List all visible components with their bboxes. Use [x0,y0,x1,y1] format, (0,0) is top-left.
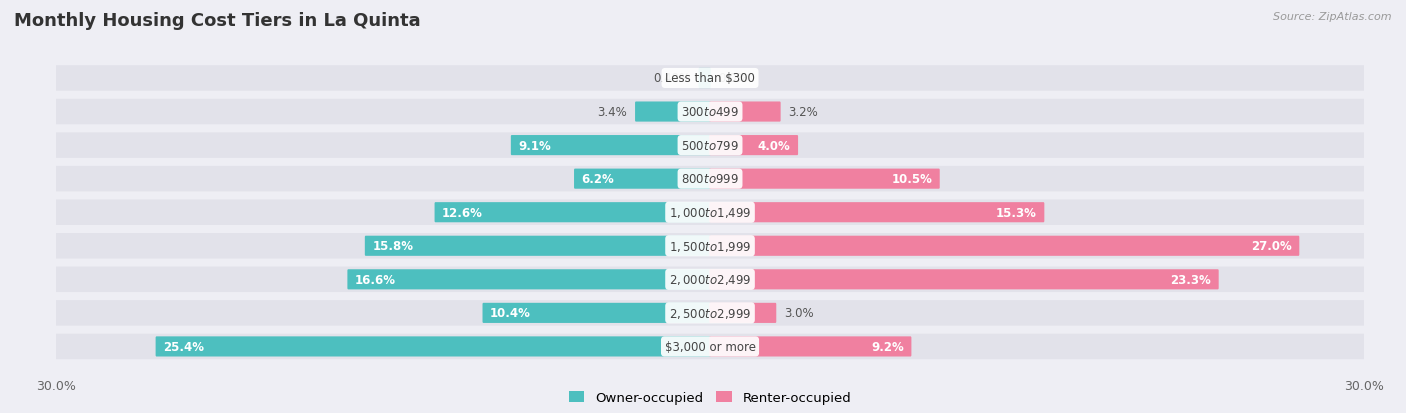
FancyBboxPatch shape [53,200,1367,225]
Text: 25.4%: 25.4% [163,340,204,353]
FancyBboxPatch shape [53,233,1367,259]
FancyBboxPatch shape [53,166,1367,192]
Text: 23.3%: 23.3% [1171,273,1212,286]
FancyBboxPatch shape [53,334,1367,359]
FancyBboxPatch shape [434,203,711,223]
Text: 6.2%: 6.2% [582,173,614,186]
FancyBboxPatch shape [347,270,711,290]
Text: $300 to $499: $300 to $499 [681,106,740,119]
FancyBboxPatch shape [709,203,1045,223]
Text: $1,500 to $1,999: $1,500 to $1,999 [669,239,751,253]
Text: 3.0%: 3.0% [785,306,814,320]
FancyBboxPatch shape [156,337,711,357]
Text: $2,500 to $2,999: $2,500 to $2,999 [669,306,751,320]
FancyBboxPatch shape [709,236,1299,256]
Text: 9.2%: 9.2% [872,340,904,353]
FancyBboxPatch shape [709,303,776,323]
Legend: Owner-occupied, Renter-occupied: Owner-occupied, Renter-occupied [564,386,856,410]
FancyBboxPatch shape [709,337,911,357]
FancyBboxPatch shape [53,300,1367,326]
FancyBboxPatch shape [53,267,1367,292]
Text: 3.2%: 3.2% [789,106,818,119]
Text: 10.5%: 10.5% [891,173,932,186]
Text: 15.8%: 15.8% [373,240,413,253]
Text: 0.0%: 0.0% [718,72,748,85]
Text: 15.3%: 15.3% [995,206,1038,219]
FancyBboxPatch shape [510,136,711,156]
Text: 16.6%: 16.6% [354,273,396,286]
Text: 27.0%: 27.0% [1251,240,1292,253]
Text: $500 to $799: $500 to $799 [681,139,740,152]
FancyBboxPatch shape [709,270,1219,290]
FancyBboxPatch shape [709,136,799,156]
Text: Less than $300: Less than $300 [665,72,755,85]
FancyBboxPatch shape [53,100,1367,125]
Text: 12.6%: 12.6% [441,206,482,219]
FancyBboxPatch shape [709,102,780,122]
Text: $2,000 to $2,499: $2,000 to $2,499 [669,273,751,287]
Text: 3.4%: 3.4% [598,106,627,119]
Text: $3,000 or more: $3,000 or more [665,340,755,353]
FancyBboxPatch shape [53,66,1367,92]
FancyBboxPatch shape [636,102,711,122]
Text: 9.1%: 9.1% [519,139,551,152]
Text: 10.4%: 10.4% [489,306,531,320]
FancyBboxPatch shape [574,169,711,189]
Text: Source: ZipAtlas.com: Source: ZipAtlas.com [1274,12,1392,22]
FancyBboxPatch shape [364,236,711,256]
FancyBboxPatch shape [709,169,939,189]
Text: Monthly Housing Cost Tiers in La Quinta: Monthly Housing Cost Tiers in La Quinta [14,12,420,30]
FancyBboxPatch shape [699,69,711,89]
Text: $800 to $999: $800 to $999 [681,173,740,186]
Text: $1,000 to $1,499: $1,000 to $1,499 [669,206,751,220]
FancyBboxPatch shape [482,303,711,323]
FancyBboxPatch shape [53,133,1367,159]
Text: 0.49%: 0.49% [654,72,690,85]
Text: 4.0%: 4.0% [758,139,790,152]
